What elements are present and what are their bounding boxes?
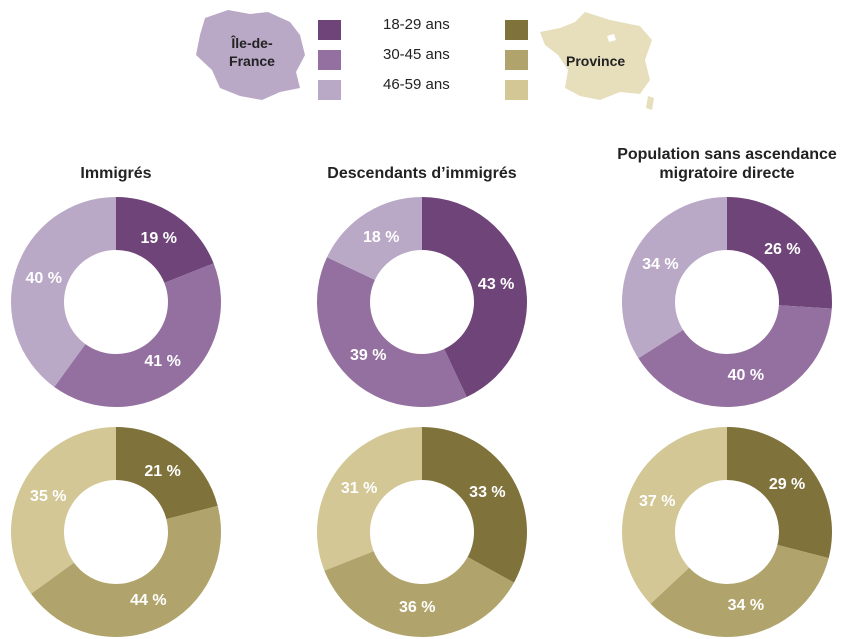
donut-segment	[727, 197, 832, 309]
value-label: 29 %	[768, 476, 806, 494]
chart-title: Immigrés	[80, 165, 152, 182]
value-label: 19 %	[140, 230, 177, 248]
legend-swatch	[318, 20, 341, 40]
donut-segment	[727, 427, 833, 559]
legend-swatch	[505, 80, 528, 100]
donut-segment	[10, 197, 117, 387]
value-label: 40 %	[727, 366, 765, 384]
france-map	[540, 12, 654, 110]
donut-segment	[31, 505, 222, 638]
donut-segment	[650, 544, 829, 637]
value-label: 26 %	[764, 240, 801, 258]
legend-label: 30-45 ans	[383, 46, 450, 63]
donut-segment	[638, 305, 832, 407]
donut-segment	[326, 197, 422, 280]
region-label: Île-de-France	[229, 35, 275, 69]
chart-title: Population sans ascendance migratoire di…	[617, 146, 837, 182]
value-label: 34 %	[727, 596, 765, 614]
legend-label: 18-29 ans	[383, 16, 450, 33]
value-label: 34 %	[642, 256, 679, 274]
value-label: 33 %	[469, 484, 506, 502]
legend-label: 46-59 ans	[383, 76, 450, 93]
donut-segment	[622, 197, 727, 359]
value-label: 43 %	[477, 276, 515, 294]
donut-segment	[317, 257, 467, 408]
legend-swatch	[505, 20, 528, 40]
value-label: 31 %	[340, 480, 378, 498]
donut-segment	[54, 263, 222, 408]
donut-segment	[324, 551, 515, 638]
region-label: Province	[566, 53, 626, 69]
value-label: 44 %	[130, 591, 167, 609]
donut-segment	[317, 427, 422, 571]
ile-de-france-map	[196, 10, 305, 100]
value-label: 39 %	[350, 346, 387, 364]
value-label: 35 %	[30, 488, 67, 506]
donut-segment	[116, 427, 218, 520]
chart-title: Descendants d’immigrés	[327, 165, 517, 182]
legend-swatch	[318, 50, 341, 70]
legend-swatch	[318, 80, 341, 100]
donut-segment	[622, 427, 727, 604]
donut-segment	[422, 427, 527, 583]
donut-segment	[10, 427, 117, 594]
paris-mark	[607, 34, 616, 42]
value-label: 36 %	[398, 598, 436, 616]
value-label: 37 %	[639, 492, 676, 510]
donut-segment	[422, 197, 528, 398]
value-label: 18 %	[363, 228, 400, 246]
legend-swatch	[505, 50, 528, 70]
value-label: 21 %	[144, 462, 181, 480]
value-label: 41 %	[144, 353, 181, 371]
value-label: 40 %	[25, 269, 62, 287]
donut-segment	[116, 197, 214, 283]
